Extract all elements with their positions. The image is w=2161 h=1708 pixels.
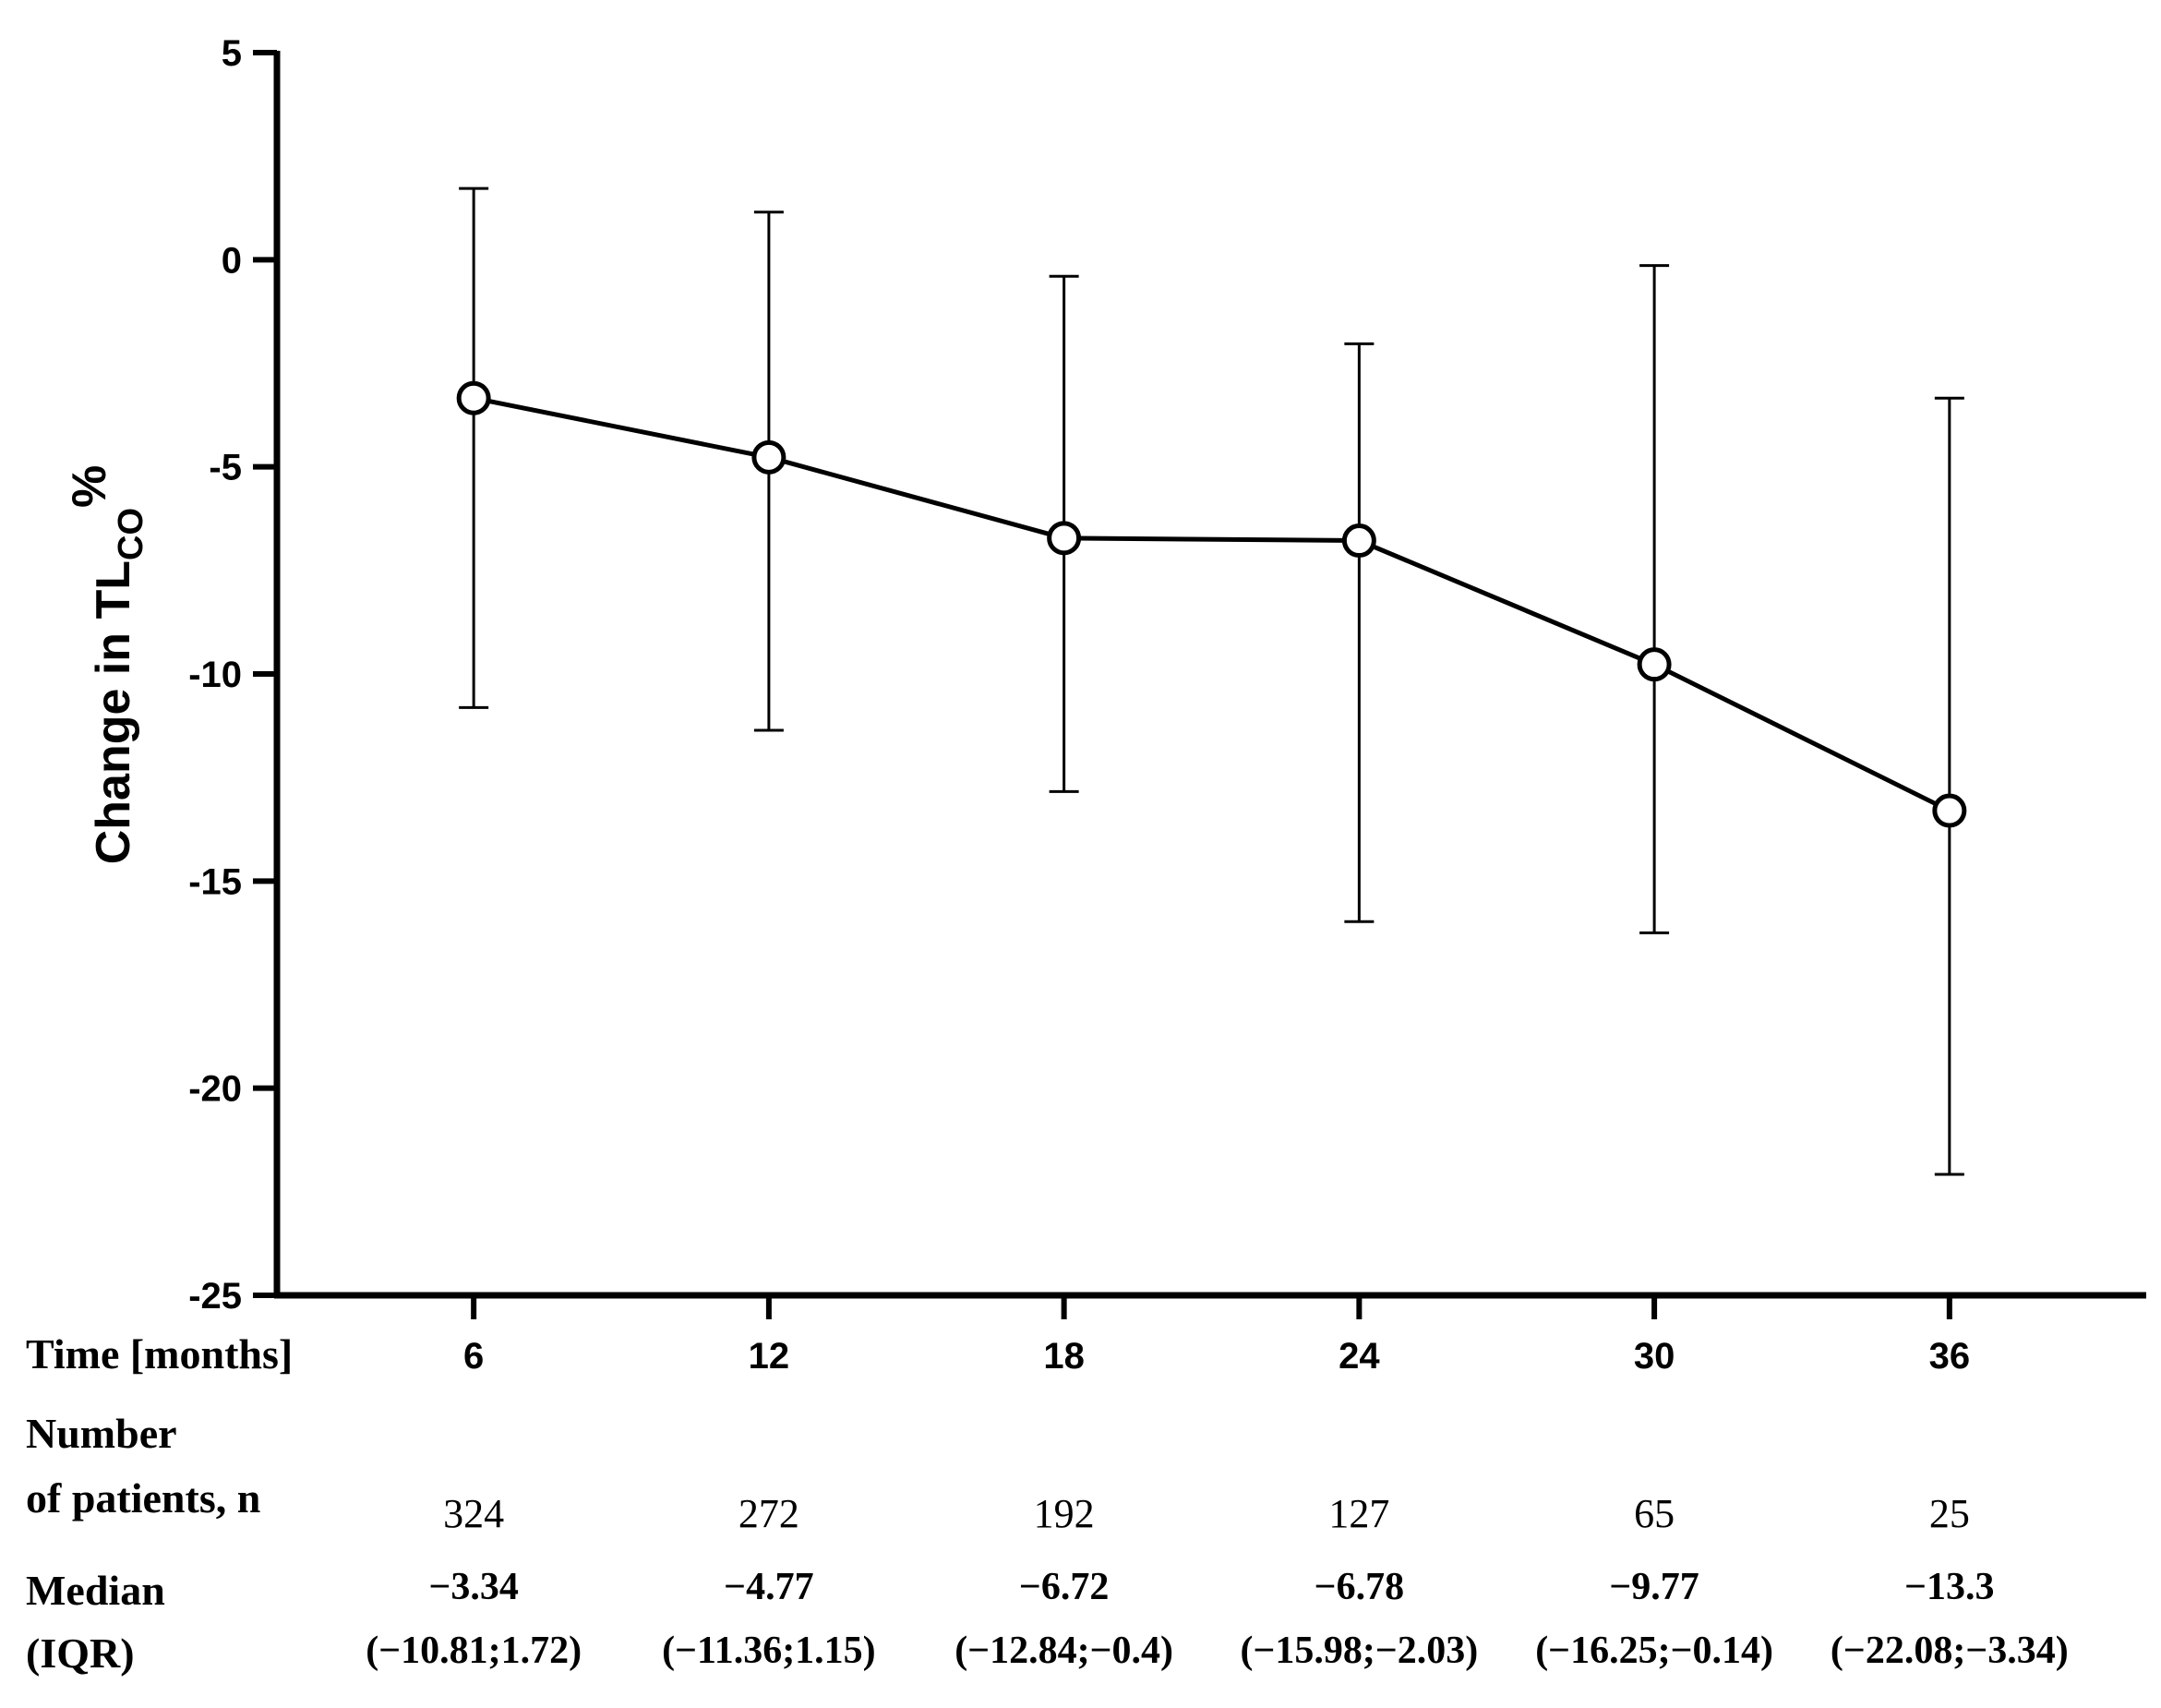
median-value: −6.72 [1019, 1566, 1109, 1608]
series-line [473, 395, 1951, 813]
y-axis-label-suffix: % [63, 465, 116, 508]
y-tick-label: -15 [188, 861, 242, 902]
y-tick-label: -10 [188, 655, 242, 695]
patients-count: 192 [1034, 1491, 1095, 1536]
y-tick-label: 0 [222, 240, 242, 281]
x-tick-label: 30 [1634, 1336, 1675, 1377]
data-point [456, 380, 491, 415]
error-bar [1934, 396, 1964, 1176]
x-tick-label: 24 [1339, 1336, 1380, 1377]
patients-label-line1: Number [26, 1410, 177, 1457]
y-tick-label: -20 [188, 1069, 242, 1110]
error-bar [1639, 264, 1670, 934]
y-axis-label: Change in TLCO% [63, 465, 150, 865]
iqr-value: (−15.98;−2.03) [1240, 1630, 1478, 1672]
y-tick-label: 5 [222, 33, 242, 74]
y-axis-label-subscript: CO [112, 508, 150, 560]
error-bars [459, 186, 1964, 1176]
iqr-value: (−22.08;−3.34) [1831, 1630, 2069, 1672]
x-tick-label: 6 [463, 1336, 484, 1377]
patients-count: 272 [738, 1491, 799, 1536]
y-axis-label-main: Change in TL [87, 560, 140, 864]
iqr-value: (−10.81;1.72) [366, 1630, 582, 1672]
x-tick-label: 18 [1043, 1336, 1085, 1377]
data-series [456, 380, 1967, 828]
median-value: −3.34 [428, 1566, 518, 1608]
median-label-line1: Median [26, 1567, 165, 1614]
median-value: −13.3 [1904, 1566, 1994, 1608]
data-point [1047, 521, 1082, 556]
iqr-value: (−16.25;−0.14) [1535, 1630, 1773, 1672]
patients-label-line2: of patients, n [26, 1474, 260, 1522]
data-point [1932, 793, 1967, 828]
patients-count: 25 [1929, 1491, 1970, 1536]
iqr-value: (−11.36;1.15) [662, 1630, 876, 1672]
data-point [1637, 647, 1672, 682]
data-table: Time [months] Number of patients, n Medi… [26, 1330, 2069, 1677]
y-tick-labels: 5 0 -5 -10 -15 -20 -25 [188, 33, 242, 1317]
median-label-line2: (IQR) [26, 1630, 135, 1677]
data-point [1341, 523, 1376, 559]
y-tick-label: -25 [188, 1276, 242, 1317]
median-value: −6.78 [1315, 1566, 1404, 1608]
time-row-label: Time [months] [26, 1330, 293, 1377]
median-value: −9.77 [1609, 1566, 1699, 1608]
patients-count: 65 [1634, 1491, 1675, 1536]
x-tick-label: 36 [1929, 1336, 1971, 1377]
error-bar [459, 186, 489, 709]
median-value: −4.77 [724, 1566, 813, 1608]
iqr-value: (−12.84;−0.4) [954, 1630, 1173, 1672]
data-point [751, 439, 786, 475]
patients-count: 324 [443, 1491, 504, 1536]
error-bar [1344, 342, 1375, 923]
table-columns: 6 324 −3.34 (−10.81;1.72) 12 272 −4.77 (−11.36;… [366, 1336, 2069, 1672]
axes [253, 50, 2146, 1319]
y-tick-label: -5 [209, 448, 242, 488]
patients-count: 127 [1328, 1491, 1389, 1536]
x-tick-label: 12 [749, 1336, 790, 1377]
